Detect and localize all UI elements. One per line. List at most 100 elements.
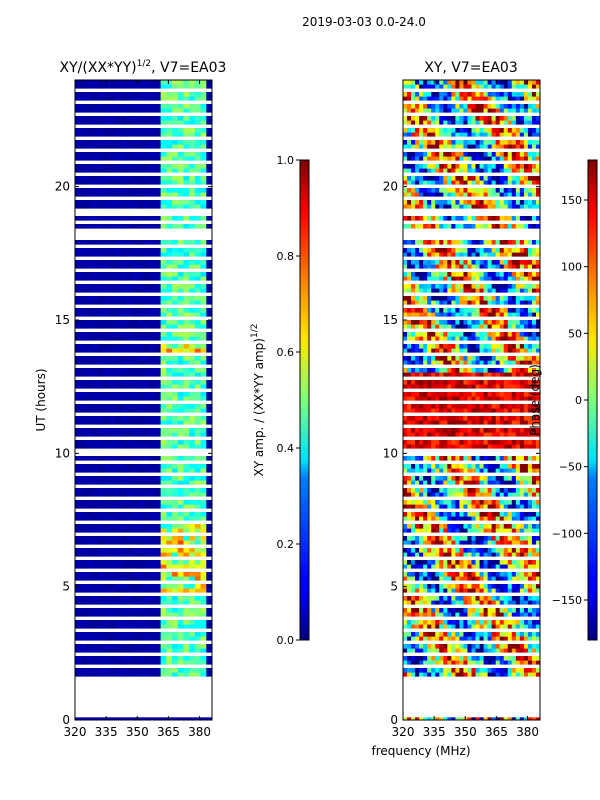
heatmap-cell — [200, 717, 207, 720]
heatmap-cell — [137, 80, 145, 85]
heatmap-cell — [183, 344, 190, 349]
heatmap-cell — [143, 96, 150, 101]
heatmap-cell — [166, 240, 173, 245]
heatmap-cell — [431, 516, 436, 521]
heatmap-cell — [137, 632, 145, 637]
heatmap-cell — [431, 288, 436, 293]
heatmap-cell — [423, 644, 428, 649]
heatmap-cell — [467, 432, 473, 437]
heatmap-cell — [166, 468, 173, 473]
heatmap-cell — [523, 296, 529, 301]
heatmap-cell — [97, 536, 105, 541]
heatmap-cell — [411, 288, 416, 293]
heatmap-cell — [435, 300, 440, 305]
heatmap-cell — [407, 644, 412, 649]
heatmap-cell — [80, 488, 88, 493]
heatmap-cell — [177, 468, 185, 473]
heatmap-cell — [487, 420, 493, 425]
heatmap-cell — [491, 284, 497, 289]
heatmap-cell — [419, 204, 424, 209]
heatmap-cell — [495, 284, 501, 289]
heatmap-cell — [206, 92, 212, 97]
heatmap-cell — [519, 380, 525, 385]
heatmap-cell — [491, 392, 497, 397]
heatmap-cell — [535, 384, 540, 389]
heatmap-cell — [467, 348, 473, 353]
heatmap-cell — [499, 648, 505, 653]
heatmap-cell — [511, 656, 517, 661]
heatmap-cell — [160, 276, 167, 281]
heatmap-cell — [431, 444, 436, 449]
heatmap-cell — [189, 248, 196, 253]
heatmap-cell — [149, 264, 156, 269]
heatmap-cell — [439, 440, 444, 445]
heatmap-cell — [443, 300, 448, 305]
heatmap-cell — [200, 164, 207, 169]
heatmap-cell — [499, 300, 505, 305]
heatmap-cell — [103, 620, 110, 625]
heatmap-cell — [523, 204, 529, 209]
heatmap-cell — [415, 524, 420, 529]
heatmap-cell — [415, 420, 420, 425]
heatmap-cell — [515, 284, 521, 289]
heatmap-cell — [411, 672, 416, 677]
heatmap-cell — [407, 612, 412, 617]
heatmap-cell — [495, 356, 501, 361]
heatmap-cell — [439, 372, 444, 377]
heatmap-cell — [132, 432, 139, 437]
heatmap-cell — [132, 612, 139, 617]
heatmap-cell — [137, 168, 145, 173]
heatmap-cell — [149, 336, 156, 341]
heatmap-cell — [194, 176, 202, 181]
heatmap-cell — [427, 596, 432, 601]
heatmap-cell — [403, 620, 408, 625]
heatmap-cell — [511, 348, 517, 353]
heatmap-cell — [137, 288, 145, 293]
heatmap-cell — [103, 540, 110, 545]
heatmap-cell — [519, 324, 525, 329]
heatmap-cell — [427, 456, 432, 461]
heatmap-cell — [491, 620, 497, 625]
heatmap-cell — [471, 308, 477, 313]
heatmap-cell — [515, 560, 521, 565]
heatmap-cell — [483, 264, 489, 269]
heatmap-cell — [471, 660, 477, 665]
heatmap-cell — [451, 324, 456, 329]
heatmap-cell — [535, 216, 540, 221]
heatmap-cell — [535, 404, 540, 409]
heatmap-cell — [483, 492, 489, 497]
heatmap-cell — [80, 300, 88, 305]
heatmap-cell — [172, 560, 179, 565]
heatmap-cell — [439, 356, 444, 361]
heatmap-cell — [137, 336, 145, 341]
heatmap-cell — [137, 600, 145, 605]
heatmap-cell — [166, 540, 173, 545]
heatmap-cell — [189, 300, 196, 305]
heatmap-cell — [427, 528, 432, 533]
heatmap-cell — [415, 248, 420, 253]
heatmap-cell — [447, 548, 452, 553]
heatmap-cell — [467, 344, 473, 349]
heatmap-cell — [411, 276, 416, 281]
heatmap-cell — [479, 276, 485, 281]
heatmap-cell — [531, 348, 537, 353]
heatmap-cell — [120, 492, 127, 497]
heatmap-cell — [491, 644, 497, 649]
heatmap-cell — [75, 600, 82, 605]
heatmap-cell — [149, 396, 156, 401]
heatmap-cell — [200, 468, 207, 473]
heatmap-cell — [519, 416, 525, 421]
heatmap-cell — [149, 168, 156, 173]
heatmap-cell — [479, 488, 485, 493]
heatmap-cell — [172, 476, 179, 481]
heatmap-cell — [531, 300, 537, 305]
heatmap-cell — [75, 336, 82, 341]
heatmap-cell — [419, 200, 424, 205]
heatmap-cell — [160, 444, 167, 449]
heatmap-cell — [535, 632, 540, 637]
heatmap-cell — [120, 528, 127, 533]
heatmap-cell — [499, 552, 505, 557]
heatmap-cell — [423, 284, 428, 289]
heatmap-cell — [439, 668, 444, 673]
heatmap-cell — [463, 660, 469, 665]
